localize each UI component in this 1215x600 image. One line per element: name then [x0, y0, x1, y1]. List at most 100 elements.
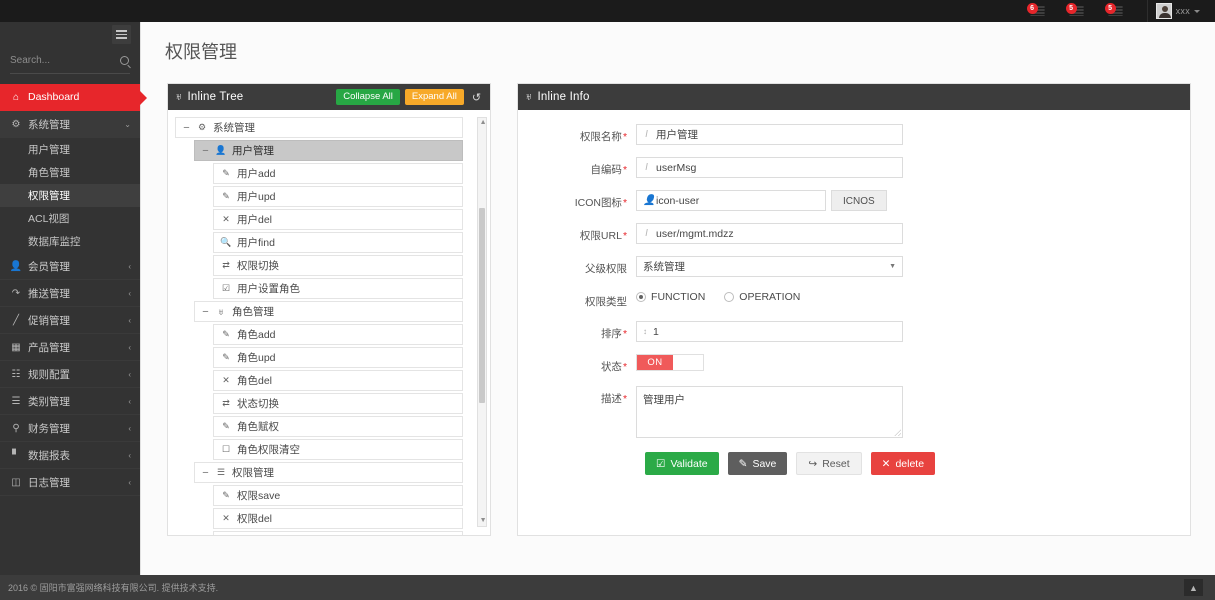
- sidebar-item-label: 会员管理: [28, 260, 70, 273]
- tree-node[interactable]: ✕ 权限del: [213, 508, 463, 529]
- tree-node[interactable]: − ☰ 权限管理: [194, 462, 463, 483]
- radio-function-label: FUNCTION: [651, 291, 706, 303]
- tree-node[interactable]: ✎ 用户add: [213, 163, 463, 184]
- expand-all-button[interactable]: Expand All: [404, 89, 464, 105]
- tree-node[interactable]: ✎ 角色upd: [213, 347, 463, 368]
- tree-node[interactable]: − ⚙ 系统管理: [175, 117, 463, 138]
- collapse-toggle-icon[interactable]: −: [183, 121, 190, 134]
- tree-node[interactable]: ☐ 角色权限清空: [213, 439, 463, 460]
- user-icon: 👤: [9, 260, 23, 272]
- order-input[interactable]: ↕ 1: [636, 321, 904, 342]
- form-actions: ☑ Validate ✎ Save ↪ Reset ✕ delete: [518, 452, 1190, 475]
- sidebar-item-promotion[interactable]: ╱ 促销管理 ‹: [0, 307, 140, 334]
- sidebar-item-dashboard[interactable]: ⌂ Dashboard: [0, 84, 147, 111]
- tree-node[interactable]: ✎ 角色add: [213, 324, 463, 345]
- refresh-icon[interactable]: ↺: [471, 91, 482, 104]
- icon-input[interactable]: 👤 icon-user: [636, 190, 827, 211]
- scroll-up-icon[interactable]: ▲: [479, 119, 487, 126]
- sidebar-item-rules[interactable]: ☷ 规则配置 ‹: [0, 361, 140, 388]
- delete-button[interactable]: ✕ delete: [870, 452, 936, 475]
- book-icon: ◫: [11, 476, 21, 488]
- sidebar-item-label: 财务管理: [28, 422, 70, 435]
- tree-node-label: 角色赋权: [237, 421, 279, 433]
- description-value: 管理用户: [643, 394, 686, 406]
- tree-node[interactable]: ✕ 用户del: [213, 209, 463, 230]
- sidebar-item-logs[interactable]: ◫ 日志管理 ‹: [0, 469, 140, 496]
- radio-function[interactable]: FUNCTION: [636, 291, 705, 303]
- tree-node[interactable]: ⇄ 权限切换: [213, 255, 463, 276]
- tree-node[interactable]: − ♅ 角色管理: [194, 301, 463, 322]
- sidebar-item-push[interactable]: ↷ 推送管理 ‹: [0, 280, 140, 307]
- key-icon: ⚲: [12, 422, 20, 434]
- collapse-toggle-icon[interactable]: −: [202, 466, 209, 479]
- scrollbar-thumb[interactable]: [479, 208, 486, 403]
- tree-node[interactable]: ☑ 权限切换: [213, 531, 463, 535]
- notification-messages[interactable]: 5: [1065, 3, 1088, 19]
- spinner-icon[interactable]: ↕: [643, 327, 648, 336]
- tree-node[interactable]: 🔍 用户find: [213, 232, 463, 253]
- save-button[interactable]: ✎ Save: [727, 452, 788, 475]
- sidebar-item-member[interactable]: 👤 会员管理 ‹: [0, 253, 140, 280]
- tree-node[interactable]: ⇄ 状态切换: [213, 393, 463, 414]
- sidebar-item-user-mgmt[interactable]: 用户管理: [0, 138, 140, 161]
- box-icon: ▦: [11, 341, 21, 353]
- tree-node[interactable]: ✎ 角色赋权: [213, 416, 463, 437]
- scroll-down-icon[interactable]: ▼: [479, 517, 487, 524]
- permission-name-input[interactable]: I 用户管理: [636, 124, 904, 145]
- status-toggle[interactable]: ON: [636, 354, 705, 371]
- required-mark: *: [622, 164, 628, 176]
- icnos-button[interactable]: ICNOS: [831, 190, 887, 211]
- tree-node[interactable]: ✎ 用户upd: [213, 186, 463, 207]
- radio-icon[interactable]: [636, 292, 647, 302]
- tree-scrollbar[interactable]: ▲ ▼: [477, 117, 488, 527]
- messages-badge: 5: [1065, 3, 1077, 14]
- sidebar-item-reports[interactable]: ▘ 数据报表 ‹: [0, 442, 140, 469]
- sidebar-menu: ⌂ Dashboard ⚙ 系统管理 ⌄ 用户管理 角色管理 权限管理 ACL视…: [0, 84, 147, 496]
- pencil-icon: ✎: [738, 457, 748, 470]
- tree-node[interactable]: ☑ 用户设置角色: [213, 278, 463, 299]
- notification-tasks[interactable]: 5: [1104, 3, 1127, 19]
- desc-label: 描述*: [600, 393, 628, 405]
- user-menu[interactable]: xxx: [1146, 0, 1206, 22]
- chevron-down-icon: ⌄: [124, 119, 131, 129]
- tree-node[interactable]: ✕ 角色del: [213, 370, 463, 391]
- sidebar-item-acl-view[interactable]: ACL视图: [0, 207, 140, 230]
- radio-icon[interactable]: [724, 292, 735, 302]
- tree-node[interactable]: − 👤 用户管理: [194, 140, 463, 161]
- order-value: 1: [653, 325, 659, 338]
- collapse-all-button[interactable]: Collapse All: [336, 89, 400, 105]
- search-icon[interactable]: [120, 56, 129, 65]
- sidebar-item-finance[interactable]: ⚲ 财务管理 ‹: [0, 415, 140, 442]
- collapse-toggle-icon[interactable]: −: [202, 144, 209, 157]
- check-square-icon: ☑: [656, 457, 666, 470]
- sidebar-item-category[interactable]: ☰ 类别管理 ‹: [0, 388, 140, 415]
- collapse-toggle-icon[interactable]: −: [202, 305, 209, 318]
- tree-node-label: 用户管理: [232, 145, 274, 157]
- resize-grip-icon[interactable]: [894, 429, 902, 436]
- sidebar-item-label: 规则配置: [28, 368, 70, 381]
- pencil-icon: ✎: [222, 329, 230, 339]
- notification-alerts[interactable]: 6: [1026, 3, 1049, 19]
- tree-node[interactable]: ✎ 权限save: [213, 485, 463, 506]
- sidebar-item-role-mgmt[interactable]: 角色管理: [0, 161, 140, 184]
- sidebar-item-db-monitor[interactable]: 数据库监控: [0, 230, 140, 253]
- validate-button[interactable]: ☑ Validate: [645, 452, 719, 475]
- times-icon: ✕: [222, 513, 230, 523]
- code-value: userMsg: [656, 161, 697, 174]
- reset-button[interactable]: ↪ Reset: [796, 452, 862, 475]
- sidebar-item-permission-mgmt[interactable]: 权限管理: [0, 184, 140, 207]
- form-panel-title: Inline Info: [537, 91, 590, 103]
- hamburger-icon[interactable]: [112, 25, 131, 44]
- scroll-to-top-button[interactable]: ▲: [1184, 579, 1203, 596]
- code-input[interactable]: I userMsg: [636, 157, 904, 178]
- sidebar-item-system[interactable]: ⚙ 系统管理 ⌄: [0, 111, 140, 138]
- url-input[interactable]: I user/mgmt.mdzz: [636, 223, 904, 244]
- parent-permission-select[interactable]: 系统管理 ▼: [636, 256, 904, 277]
- description-textarea[interactable]: 管理用户: [636, 386, 904, 438]
- text-cursor-icon: I: [645, 129, 648, 140]
- search-input[interactable]: [10, 55, 110, 66]
- pencil-icon: ✎: [222, 490, 230, 500]
- sidebar-item-product[interactable]: ▦ 产品管理 ‹: [0, 334, 140, 361]
- sidebar-search[interactable]: [10, 48, 130, 74]
- radio-operation[interactable]: OPERATION: [724, 291, 800, 303]
